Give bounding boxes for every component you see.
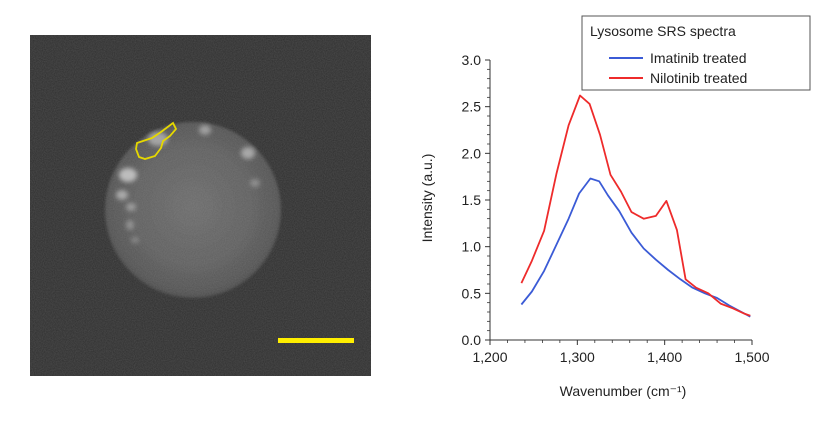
y-tick-label: 0.5 xyxy=(462,285,482,301)
y-tick-label: 0.0 xyxy=(462,332,482,348)
y-tick-label: 2.5 xyxy=(462,99,482,115)
series-line-nilotinib xyxy=(520,94,751,317)
legend-label-nilotinib: Nilotinib treated xyxy=(650,70,747,86)
x-tick-label: 1,300 xyxy=(560,349,595,365)
legend: Lysosome SRS spectra Imatinib treated Ni… xyxy=(581,15,811,91)
y-tick-label: 2.0 xyxy=(462,145,482,161)
scale-bar xyxy=(278,338,354,343)
legend-title: Lysosome SRS spectra xyxy=(590,23,736,39)
y-axis-label: Intensity (a.u.) xyxy=(419,154,435,243)
chart-svg: 0.0 0.5 1.0 1.5 2.0 2.5 3.0 1,200 1,300 1,400 1,5… xyxy=(419,15,811,399)
roi-outline xyxy=(135,121,178,160)
x-axis-ticks: 1,200 1,300 1,400 1,500 xyxy=(472,340,770,365)
spectra-chart: 0.0 0.5 1.0 1.5 2.0 2.5 3.0 1,200 1,300 1,400 1,5… xyxy=(410,0,813,425)
x-axis-label: Wavenumber (cm⁻¹) xyxy=(560,383,687,399)
cell-micrograph xyxy=(30,35,371,376)
y-tick-label: 1.0 xyxy=(462,239,482,255)
micrograph-image xyxy=(30,35,371,376)
y-axis-ticks: 0.0 0.5 1.0 1.5 2.0 2.5 3.0 xyxy=(462,52,490,348)
x-tick-label: 1,200 xyxy=(472,349,507,365)
legend-label-imatinib: Imatinib treated xyxy=(650,50,747,66)
x-tick-label: 1,400 xyxy=(647,349,682,365)
x-tick-label: 1,500 xyxy=(734,349,769,365)
y-tick-label: 1.5 xyxy=(462,192,482,208)
series-line-imatinib xyxy=(520,177,751,318)
y-tick-label: 3.0 xyxy=(462,52,482,68)
series-lines xyxy=(520,94,751,318)
micrograph-noise xyxy=(30,35,371,376)
